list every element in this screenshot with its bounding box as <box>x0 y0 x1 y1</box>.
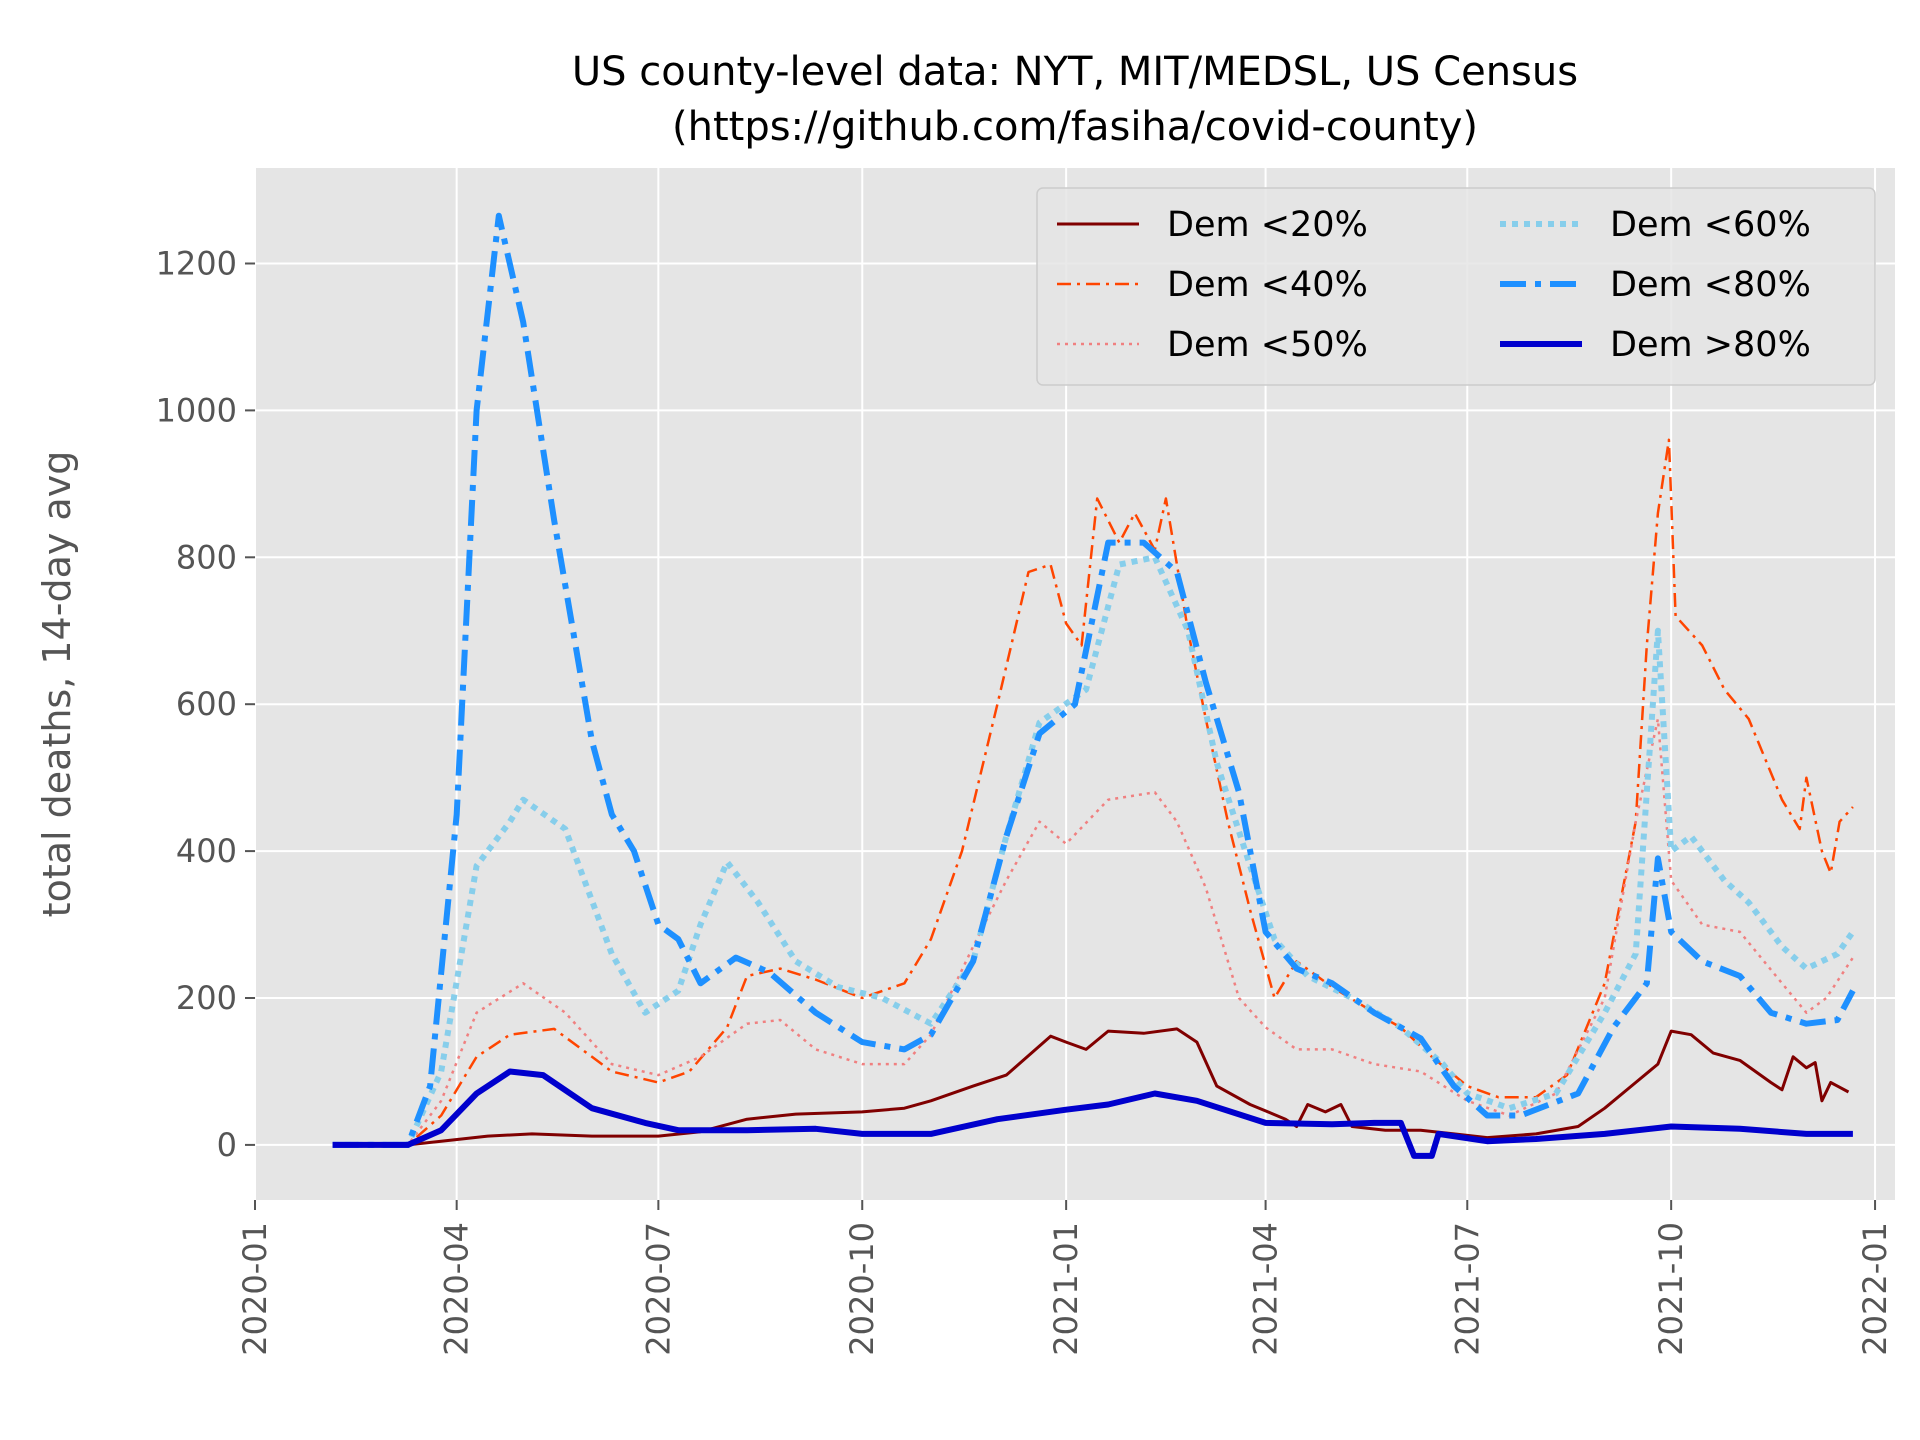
x-tick-label: 2020-10 <box>843 1222 881 1356</box>
y-axis: 0 200 400 600 800 1000 1200 <box>156 244 255 1164</box>
chart-title: US county-level data: NYT, MIT/MEDSL, US… <box>572 49 1578 95</box>
x-axis: 2020-01 2020-04 2020-07 2020-10 2021-01 2021-… <box>236 1200 1894 1356</box>
chart-subtitle: (https://github.com/fasiha/covid-county) <box>672 104 1478 150</box>
x-tick-label: 2021-10 <box>1652 1222 1690 1356</box>
legend-label-4: Dem <60% <box>1610 205 1811 245</box>
series-line-2 <box>332 438 1854 1147</box>
x-tick-label: 2021-07 <box>1448 1222 1486 1356</box>
y-tick-label: 1200 <box>156 244 237 282</box>
y-tick-label: 400 <box>176 832 237 870</box>
series-line-1 <box>332 1027 1850 1147</box>
legend-label-1: Dem <20% <box>1167 205 1368 245</box>
series-line-4 <box>332 554 1856 1148</box>
x-tick-label: 2020-01 <box>236 1222 274 1356</box>
y-axis-label: total deaths, 14-day avg <box>35 451 79 918</box>
legend-label-3: Dem <50% <box>1167 325 1368 365</box>
series-line-5 <box>332 212 1856 1148</box>
series-lines <box>332 212 1856 1159</box>
series-line-3 <box>332 717 1854 1147</box>
legend: Dem <20% Dem <40% Dem <50% Dem <60% Dem <80%… <box>1036 187 1876 386</box>
x-tick-label: 2022-01 <box>1856 1222 1894 1356</box>
legend-label-5: Dem <80% <box>1610 265 1811 305</box>
y-tick-label: 800 <box>176 538 237 576</box>
legend-label-2: Dem <40% <box>1167 265 1368 305</box>
y-tick-label: 200 <box>176 979 237 1017</box>
x-tick-label: 2020-07 <box>639 1222 677 1356</box>
y-tick-label: 0 <box>217 1126 237 1164</box>
legend-box <box>1036 187 1876 386</box>
series-line-6 <box>332 1068 1853 1159</box>
x-tick-label: 2021-04 <box>1247 1222 1285 1356</box>
y-tick-label: 600 <box>176 685 237 723</box>
x-tick-label: 2020-04 <box>438 1222 476 1356</box>
x-tick-label: 2021-01 <box>1047 1222 1085 1356</box>
legend-label-6: Dem >80% <box>1610 325 1811 365</box>
y-tick-label: 1000 <box>156 391 237 429</box>
